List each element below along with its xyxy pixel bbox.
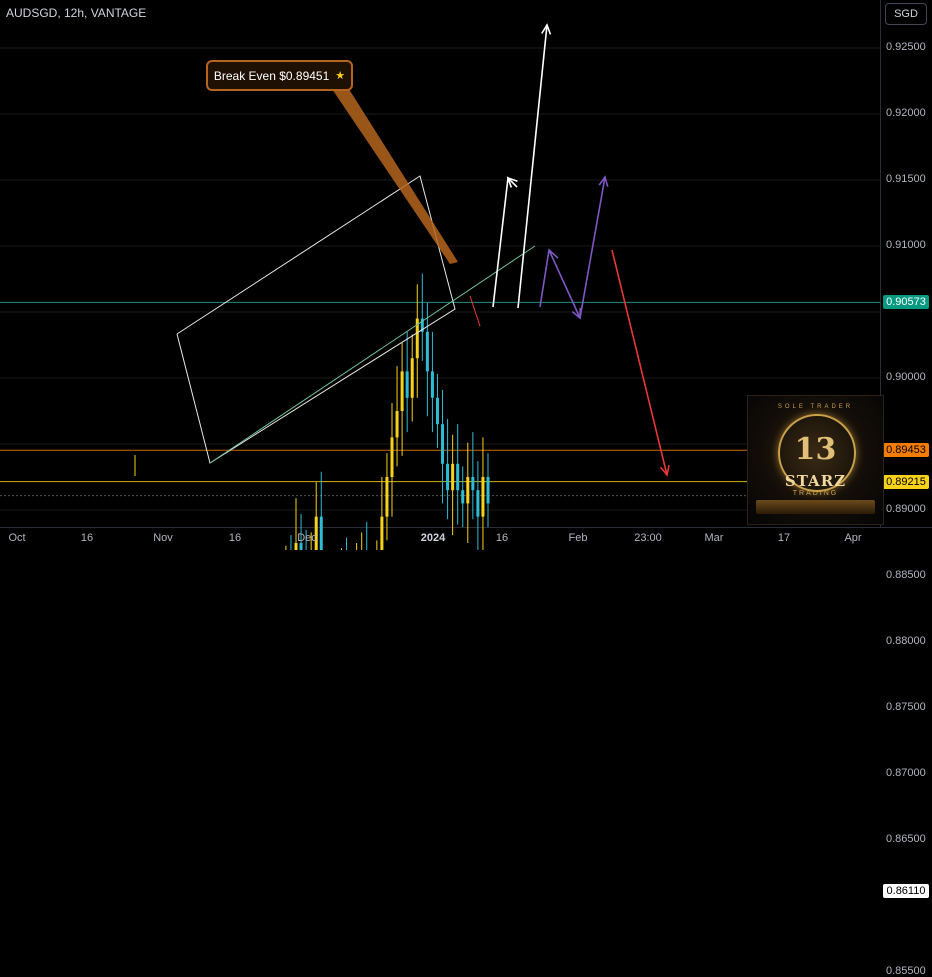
candle-body-94 [481,477,485,517]
price-tick-label: 0.91500 [886,173,926,185]
candle-body-80 [410,358,414,398]
time-tick-label: 16 [80,532,94,544]
price-tick-label: 0.90000 [886,371,926,383]
time-tick-label: 16 [495,532,509,544]
time-tick-label: Mar [704,532,724,544]
candle-body-82 [420,318,424,332]
price-channel [176,175,456,464]
purple-arrow-c [579,176,606,319]
time-tick-label: Dec [297,532,317,544]
price-tick-label: 0.87500 [886,701,926,713]
white-arrow-short-head [506,176,518,188]
price-tick-label: 0.87000 [886,767,926,779]
candle-body-95 [486,477,490,504]
purple-arrow-b [548,249,581,319]
white-arrow-short [492,176,518,308]
logo-number: 13 [794,432,837,467]
candle-body-78 [400,371,404,411]
price-tick-label: 0.92500 [886,41,926,53]
purple-arrow-a [539,248,559,308]
time-tick-label: Oct [8,532,26,544]
candle-body-61 [314,516,318,550]
candle-body-93 [476,490,480,517]
star-icon: ★ [335,70,346,82]
price-tag-1: 0.89453 [883,443,929,458]
candle-body-85 [435,397,439,425]
time-tick-label: 16 [228,532,242,544]
price-tag-2: 0.89215 [883,474,929,489]
small-red-line [469,295,481,327]
logo-ring [778,414,856,492]
time-tick-label: Nov [153,532,173,544]
logo-brand: STARZ [784,472,847,490]
candle-body-89 [456,463,460,491]
time-tick-label: 23:00 [634,532,662,544]
candle-body-79 [405,371,409,398]
logo-base [756,500,875,514]
candle-body-86 [441,424,445,464]
price-tick-label: 0.91000 [886,239,926,251]
price-tick-label: 0.88000 [886,635,926,647]
price-tick-label: 0.85500 [886,965,926,977]
starz-trading-logo: SOLE TRADER 13 STARZ TRADING [747,395,884,525]
price-chart[interactable] [0,0,932,550]
candle-body-83 [425,331,429,372]
candle-body-88 [451,463,455,491]
candle-body-92 [471,477,475,491]
candle-body-91 [466,477,470,504]
candle-body-62 [319,516,323,550]
break-even-callout[interactable]: Break Even $0.89451 ★ [206,60,353,91]
price-tick-label: 0.89000 [886,503,926,515]
break-even-label: Break Even $0.89451 [213,68,330,83]
price-tag-3: 0.86110 [883,884,929,899]
price-tick-label: 0.88500 [886,569,926,581]
price-tick-label: 0.86500 [886,833,926,845]
logo-sub: TRADING [792,490,839,497]
support-trendline [209,245,536,464]
purple-arrow-c-head [598,175,609,187]
price-tick-label: 0.92000 [886,107,926,119]
candle-body-81 [415,318,419,359]
candle-body-76 [390,437,394,477]
candle-body-74 [380,516,384,550]
callout-pointer [330,86,458,264]
white-arrow-long [517,24,548,309]
candle-body-77 [395,411,399,438]
candle-body-58 [299,543,303,550]
candle-body-57 [294,543,298,550]
time-tick-label: Feb [568,532,588,544]
candle-body-87 [446,463,450,491]
symbol-title: AUDSGD, 12h, VANTAGE [6,6,147,20]
red-arrow-down [611,249,668,476]
currency-button[interactable]: SGD [885,3,927,25]
candle-body-84 [430,371,434,398]
time-tick-label: Apr [844,532,862,544]
candle-body-90 [461,490,465,504]
logo-top-text: SOLE TRADER [777,404,854,410]
white-arrow-long-head [541,23,552,35]
red-arrow-down-head [660,465,670,477]
price-tag-0: 0.90573 [883,295,929,310]
candle-body-75 [385,477,389,517]
time-tick-label: 2024 [420,532,446,544]
time-tick-label: 17 [777,532,791,544]
